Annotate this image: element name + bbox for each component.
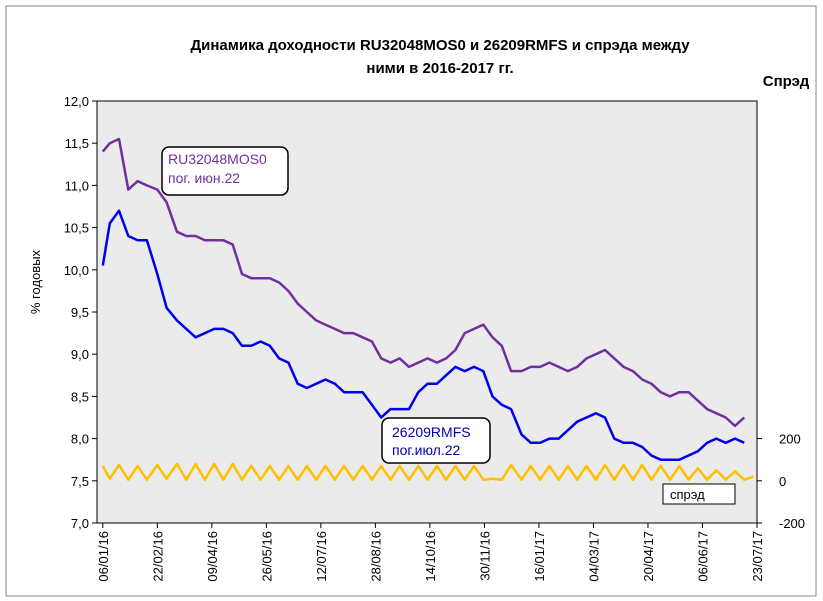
y-tick-label: 8,5 <box>71 389 89 404</box>
y-tick-label: 7,5 <box>71 474 89 489</box>
y2-tick-label: 200 <box>779 432 801 447</box>
annotation: 26209RMFS <box>392 424 471 440</box>
annotation: пог. июн.22 <box>168 170 240 186</box>
x-tick-label: 06/01/16 <box>96 531 111 582</box>
x-tick-label: 12/07/16 <box>314 531 329 582</box>
y2-axis-title: Спрэд <box>763 73 810 90</box>
marks <box>101 137 754 481</box>
series-line <box>101 462 754 481</box>
y-tick-label: 12,0 <box>64 94 89 109</box>
x-tick-label: 06/06/17 <box>695 531 710 582</box>
x-tick-label: 30/11/16 <box>477 531 492 581</box>
x-tick-label: 16/01/17 <box>532 531 547 582</box>
chart-title: Динамика доходности RU32048MOS0 и 26209R… <box>190 37 690 54</box>
series-line <box>101 137 746 428</box>
x-tick-label: 22/02/16 <box>150 531 165 582</box>
y-axis-title: % годовых <box>28 249 43 314</box>
y2-tick-label: -200 <box>779 516 805 531</box>
y-tick-label: 9,0 <box>71 347 89 362</box>
x-tick-label: 14/10/16 <box>423 531 438 582</box>
x-tick-label: 23/07/17 <box>750 531 765 582</box>
annotation-box <box>161 146 289 196</box>
annotation-box <box>662 483 736 505</box>
annotation-box <box>381 417 491 464</box>
y2-tick-label: 0 <box>779 474 786 489</box>
series-line <box>101 209 745 461</box>
y-tick-label: 8,0 <box>71 432 89 447</box>
y-tick-label: 10,5 <box>64 221 89 236</box>
y-tick-label: 7,0 <box>71 516 89 531</box>
annotation: спрэд <box>670 487 705 502</box>
y-tick-label: 11,5 <box>65 136 89 151</box>
y-tick-label: 9,5 <box>71 305 89 320</box>
x-tick-label: 28/08/16 <box>368 531 383 582</box>
x-tick-label: 26/05/16 <box>259 531 274 582</box>
annotation: пог.июл.22 <box>392 442 461 458</box>
y-tick-label: 10,0 <box>64 263 89 278</box>
y-tick-label: 11,0 <box>65 178 89 193</box>
chart-title: ними в 2016-2017 гг. <box>366 60 513 77</box>
x-tick-label: 09/04/16 <box>205 531 220 582</box>
x-tick-label: 04/03/17 <box>586 531 601 582</box>
annotation: RU32048MOS0 <box>168 151 267 167</box>
x-tick-label: 20/04/17 <box>641 531 656 582</box>
